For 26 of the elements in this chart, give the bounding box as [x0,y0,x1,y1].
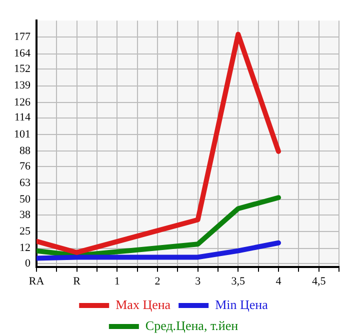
y-tick-label: 177 [14,31,31,44]
y-tick-label: 25 [20,226,31,238]
y-tick-label: 76 [20,160,31,172]
x-tick-label: 3 [195,275,202,288]
y-tick-label: 88 [20,144,31,157]
y-tick-label: 63 [20,176,31,189]
y-tick-label: 114 [14,112,31,124]
y-tick-label: 164 [14,48,31,60]
x-tick-label: 4 [276,275,282,288]
legend-label: Сред.Цена, т.йен [145,318,238,333]
x-tick-label: 2 [154,275,160,288]
y-tick-label: 126 [14,96,31,108]
y-tick-label: 0 [25,257,31,270]
y-tick-label: 38 [20,208,31,221]
legend-label: Min Цена [215,296,268,312]
x-tick-label: 1 [114,275,120,288]
y-tick-label: 50 [20,194,31,206]
x-tick-label: R [73,275,82,288]
legend-label: Max Цена [116,296,171,312]
x-tick-label: 4,5 [312,275,326,288]
x-tick-label: RA [28,275,44,288]
y-tick-label: 139 [14,80,31,92]
y-tick-label: 101 [14,128,30,140]
y-tick-label: 152 [14,63,30,76]
y-tick-label: 12 [20,242,30,254]
x-tick-label: 3,5 [231,275,246,288]
